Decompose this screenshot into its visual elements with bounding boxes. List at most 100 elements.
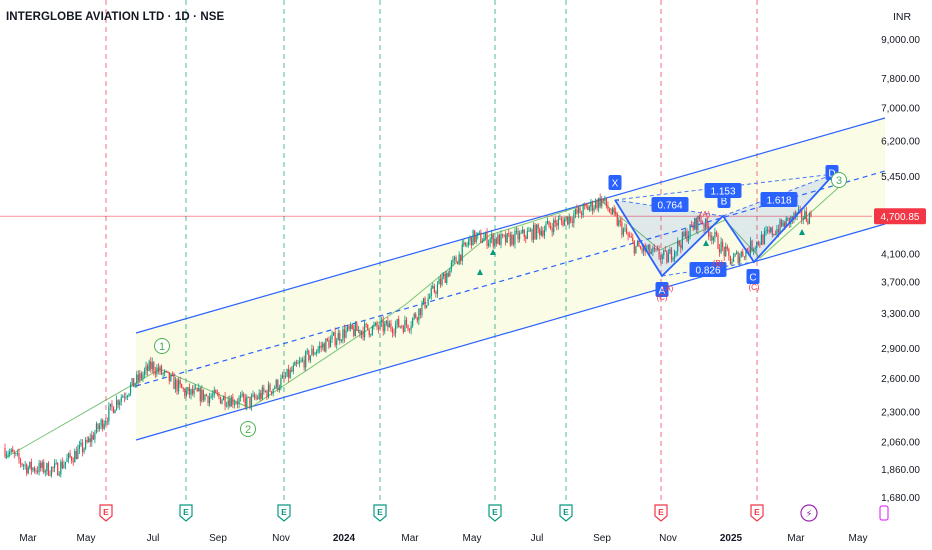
candle-body bbox=[457, 262, 459, 265]
candle-body bbox=[75, 451, 77, 459]
candle-body bbox=[88, 438, 90, 442]
candle-body bbox=[23, 465, 25, 467]
candle-body bbox=[746, 248, 749, 251]
candle-body bbox=[131, 378, 133, 385]
candle-body bbox=[726, 246, 728, 249]
candle-body bbox=[618, 220, 620, 226]
candle-body bbox=[112, 406, 115, 414]
candle-body bbox=[207, 396, 209, 403]
candle-body bbox=[190, 389, 192, 395]
candle-body bbox=[204, 394, 206, 400]
candle-body bbox=[30, 461, 32, 471]
candle-body bbox=[712, 237, 714, 241]
candle-body bbox=[336, 340, 338, 346]
candle-body bbox=[763, 231, 766, 245]
candle-body bbox=[24, 464, 26, 466]
candle-body bbox=[266, 391, 268, 397]
pattern-point-a-bg bbox=[655, 282, 669, 297]
candle-body bbox=[333, 332, 335, 336]
wave-label-2: 2 bbox=[245, 424, 251, 436]
candle-body bbox=[298, 361, 301, 364]
wave-label-b: (B) bbox=[713, 259, 724, 268]
candle-body bbox=[142, 374, 144, 379]
candle-body bbox=[540, 230, 542, 236]
candle-body bbox=[680, 244, 682, 249]
currency-label[interactable]: INR bbox=[893, 11, 912, 23]
candle-body bbox=[160, 366, 163, 375]
candle-body bbox=[714, 232, 716, 238]
candle-body bbox=[95, 423, 98, 433]
candle-body bbox=[517, 231, 519, 240]
candle-body bbox=[339, 332, 341, 341]
candle-body bbox=[354, 323, 356, 336]
candle-body bbox=[350, 324, 352, 329]
candle-body bbox=[464, 242, 466, 246]
candle-body bbox=[191, 389, 194, 394]
candle-body bbox=[260, 393, 262, 399]
candle-body bbox=[553, 220, 555, 233]
candle-body bbox=[798, 209, 800, 213]
candle-body bbox=[438, 279, 440, 285]
candle-body bbox=[36, 470, 39, 473]
candle-body bbox=[636, 242, 638, 246]
candle-body bbox=[377, 327, 380, 330]
candle-body bbox=[732, 256, 735, 262]
candle-body bbox=[536, 224, 538, 239]
candle-body bbox=[776, 229, 778, 235]
candle-body bbox=[21, 463, 23, 466]
candle-body bbox=[311, 348, 313, 356]
candle-body bbox=[545, 224, 547, 231]
candle-body bbox=[122, 396, 124, 398]
candle-body bbox=[453, 257, 456, 260]
time-label: Nov bbox=[659, 533, 677, 544]
candle-body bbox=[224, 396, 226, 407]
last-price-tag: 4,700.85 bbox=[881, 212, 920, 223]
candle-body bbox=[280, 378, 282, 388]
candle-body bbox=[123, 396, 125, 398]
wave-label-3-circle bbox=[831, 172, 847, 188]
earnings-icon bbox=[654, 504, 668, 522]
candle-body bbox=[9, 452, 11, 455]
candle-body bbox=[443, 273, 445, 277]
candle-body bbox=[762, 234, 764, 245]
pattern-point-x: X bbox=[612, 179, 619, 190]
candle-body bbox=[323, 343, 325, 352]
candle-body bbox=[185, 391, 187, 396]
candle-body bbox=[447, 273, 449, 277]
candle-body bbox=[717, 235, 719, 249]
candle-body bbox=[193, 388, 195, 394]
candle-body bbox=[306, 350, 308, 352]
candle-body bbox=[55, 463, 57, 464]
pivot-marker bbox=[477, 269, 483, 275]
candle-body bbox=[494, 238, 496, 247]
dividend-glyph: E bbox=[377, 507, 383, 517]
time-label: May bbox=[849, 533, 868, 544]
candle-body bbox=[364, 323, 366, 338]
candle-body bbox=[274, 387, 276, 389]
candle-body bbox=[43, 461, 45, 473]
candle-body bbox=[810, 213, 812, 216]
candle-body bbox=[157, 367, 160, 372]
candle-body bbox=[137, 374, 139, 381]
candle-body bbox=[807, 220, 809, 224]
candle-body bbox=[656, 248, 659, 250]
time-label: Nov bbox=[272, 533, 290, 544]
channel-middle-line bbox=[135, 170, 886, 387]
candle-body bbox=[590, 201, 592, 207]
elliott-wave-line bbox=[4, 187, 839, 459]
candle-body bbox=[348, 326, 350, 329]
price-tick: 1,860.00 bbox=[881, 465, 920, 476]
candle-body bbox=[222, 396, 225, 401]
candle-body bbox=[576, 209, 578, 214]
candle-body bbox=[85, 439, 87, 449]
candle-body bbox=[579, 207, 581, 214]
wave-label-a-lower: (A) bbox=[663, 284, 674, 293]
pattern-point-a: A bbox=[659, 286, 666, 297]
candle-body bbox=[652, 247, 654, 253]
candle-body bbox=[718, 248, 721, 253]
candle-body bbox=[687, 235, 690, 242]
candle-body bbox=[515, 231, 518, 232]
candle-body bbox=[128, 393, 130, 396]
